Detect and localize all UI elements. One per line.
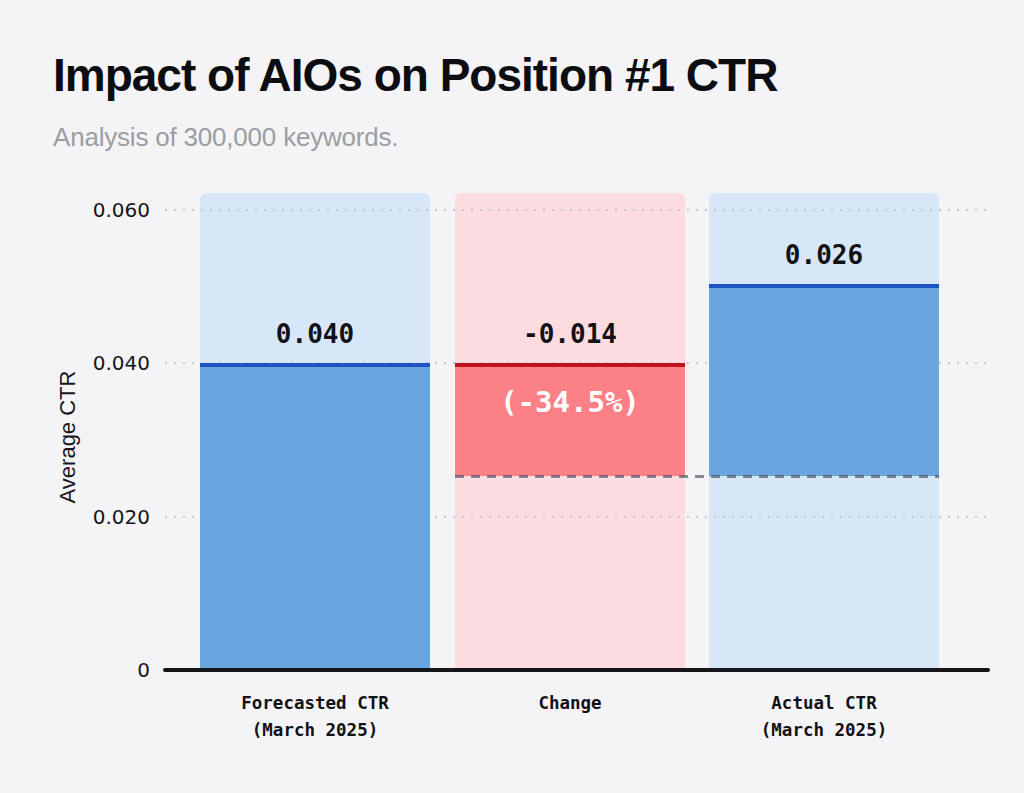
y-tick-0.040: 0.040 (60, 352, 150, 374)
bar-value-label-2: -0.014 (455, 319, 685, 349)
chart-page: Impact of AIOs on Position #1 CTR Analys… (0, 0, 1024, 793)
bar-value-label-3: 0.026 (709, 240, 939, 270)
x-category-sublabel-3: (March 2025) (689, 718, 959, 742)
y-axis-title: Average CTR (55, 371, 81, 504)
x-category-label-3: Actual CTR (689, 691, 959, 715)
bar-3 (709, 284, 939, 476)
y-tick-0.020: 0.020 (60, 506, 150, 528)
x-category-label-2: Change (435, 691, 705, 715)
bar-2 (455, 363, 685, 476)
bar-inner-label-2: (-34.5%) (455, 385, 685, 419)
bar-1 (200, 363, 430, 670)
dashed-connector-line (455, 475, 939, 478)
x-category-label-1: Forecasted CTR (180, 691, 450, 715)
y-tick-0.060: 0.060 (60, 199, 150, 221)
x-axis-line (163, 668, 990, 672)
plot-area: Average CTR 0.040 -0.014 (-34.5%) 0.026 0 0.0… (0, 0, 1024, 793)
x-category-sublabel-1: (March 2025) (180, 718, 450, 742)
bar-value-label-1: 0.040 (200, 319, 430, 349)
gridline-0.06 (165, 209, 987, 211)
y-tick-0: 0 (60, 659, 150, 681)
